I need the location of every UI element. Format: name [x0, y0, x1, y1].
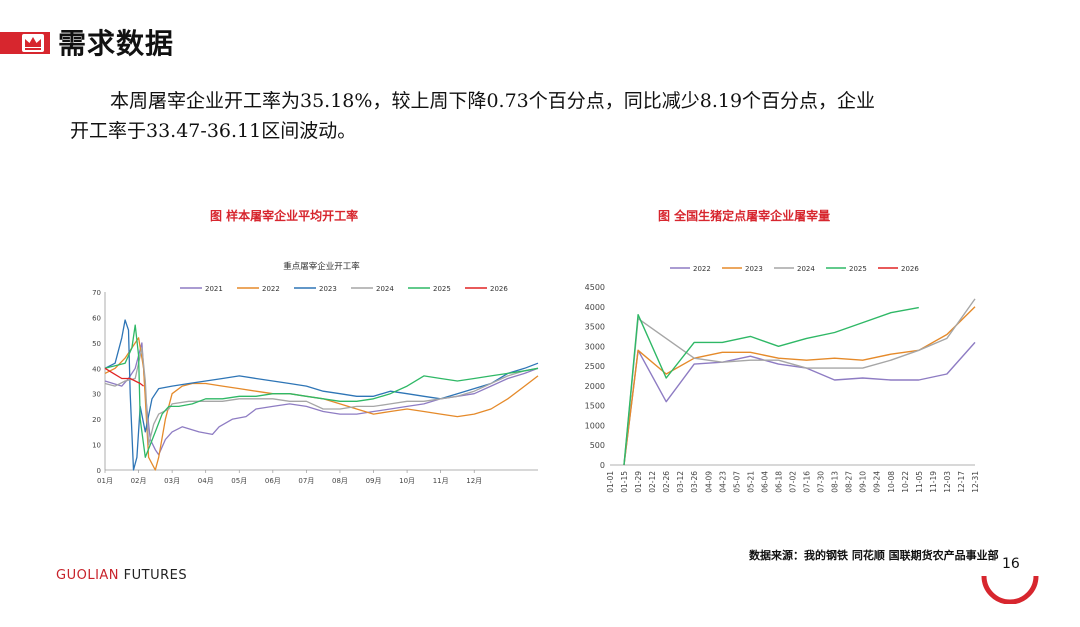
chart1-legend-label-2022: 2022: [262, 285, 280, 293]
chart1-series-2023: [104, 319, 539, 471]
chart1-legend-label-2025: 2025: [433, 285, 451, 293]
summary-line-2: 开工率于33.47-36.11区间波动。: [70, 120, 357, 142]
chart2-x-tick-label: 08-27: [845, 471, 854, 493]
chart2-x-tick-label: 02-26: [662, 471, 671, 493]
chart2-x-tick-label: 03-26: [690, 471, 699, 493]
chart2-y-tick-label: 3000: [585, 342, 605, 351]
chart1-x-tick-label: 08月: [332, 477, 348, 485]
chart1-legend-label-2026: 2026: [490, 285, 508, 293]
chart1-x-tick-label: 03月: [164, 477, 180, 485]
chart2-legend-label-2023: 2023: [745, 265, 763, 273]
chart1-legend-label-2024: 2024: [376, 285, 394, 293]
chart2-x-tick-label: 01-15: [620, 471, 629, 493]
chart1-y-tick-label: 50: [92, 340, 101, 348]
chart1-line-chart: 重点屠宰企业开工率 2021 2022 2023 2024 2025 2026 0 10 20 30…: [92, 261, 539, 485]
chart1-x-tick-label: 05月: [231, 477, 247, 485]
chart1-y-tick-label: 30: [92, 391, 101, 399]
chart2-x-tick-label: 07-02: [789, 471, 798, 493]
chart1-x-tick-label: 10月: [399, 477, 415, 485]
chart2-x-tick-label: 03-12: [676, 471, 685, 493]
chart1-legend-label-2021: 2021: [205, 285, 223, 293]
page-badge-arc-icon: [981, 575, 1039, 604]
chart2-y-tick-label: 2500: [585, 362, 605, 371]
chart2-x-tick-label: 12-03: [943, 471, 952, 493]
brand-name-b: FUTURES: [119, 568, 188, 583]
chart1-y-tick-label: 0: [97, 467, 101, 475]
chart2-x-tick-label: 11-05: [915, 471, 924, 493]
chart2-x-tick-label: 07-30: [817, 471, 826, 493]
chart2-x-tick-label: 11-19: [929, 471, 938, 493]
chart2-x-tick-label: 04-09: [704, 471, 713, 493]
chart1-legend-label-2023: 2023: [319, 285, 337, 293]
chart2-legend-label-2022: 2022: [693, 265, 711, 273]
chart2-x-tick-label: 09-24: [873, 471, 882, 493]
chart2-y-tick-label: 3500: [585, 323, 605, 332]
data-source: 数据来源：我的钢铁 同花顺 国联期货农产品事业部: [749, 549, 999, 562]
chart1-x-tick-label: 04月: [198, 477, 214, 485]
chart1-title: 重点屠宰企业开工率: [283, 261, 360, 272]
chart1-x-tick-label: 11月: [433, 477, 449, 485]
chart2-x-tick-label: 08-13: [831, 471, 840, 493]
chart2-x-tick-label: 06-04: [760, 471, 769, 493]
chart2-x-tick-label: 05-07: [732, 471, 741, 493]
chart1-y-tick-label: 10: [92, 442, 101, 450]
chart2-legend-label-2026: 2026: [901, 265, 919, 273]
chart2-x-tick-label: 05-21: [746, 471, 755, 493]
chart1-y-tick-label: 60: [92, 314, 101, 322]
chart2-y-tick-label: 4500: [585, 283, 605, 292]
chart2-y-tick-label: 4000: [585, 303, 605, 312]
chart2-x-tick-label: 01-29: [634, 471, 643, 493]
chart2-x-tick-label: 10-08: [887, 471, 896, 493]
chart2-series-2023: [623, 306, 976, 466]
chart2-x-tick-label: 06-18: [774, 471, 783, 493]
crown-icon: [22, 34, 44, 52]
chart2-series-2025: [623, 306, 919, 466]
chart1-x-tick-label: 12月: [466, 477, 482, 485]
chart1-x-tick-label: 07月: [298, 477, 314, 485]
chart2-x-tick-label: 02-12: [648, 471, 657, 493]
chart1-series-2025: [104, 324, 539, 458]
chart1-x-tick-label: 02月: [131, 477, 147, 485]
chart1-y-tick-label: 40: [92, 365, 101, 373]
brand-footer: GUOLIAN FUTURES: [56, 568, 187, 583]
chart1-x-tick-label: 01月: [97, 477, 113, 485]
chart1-x-tick-label: 06月: [265, 477, 281, 485]
chart1-series-2024: [104, 347, 539, 446]
chart2-legend-label-2024: 2024: [797, 265, 815, 273]
chart1-series-2026: [104, 367, 144, 387]
chart2-figure-title: 图 全国生猪定点屠宰企业屠宰量: [658, 209, 831, 223]
page-number: 16: [1002, 556, 1020, 572]
chart2-x-tick-label: 12-17: [957, 471, 966, 493]
chart2-series-2022: [623, 341, 976, 466]
chart2-x-tick-label: 07-16: [803, 471, 812, 493]
brand-name-a: GUOLIAN: [56, 568, 120, 583]
chart2-series-2024: [623, 298, 976, 466]
chart2-y-tick-label: 2000: [585, 382, 605, 391]
chart2-x-tick-label: 12-31: [971, 471, 980, 493]
chart1-series-2022: [104, 337, 539, 471]
chart2-x-tick-label: 09-10: [859, 471, 868, 493]
chart2-y-tick-label: 1500: [585, 402, 605, 411]
summary-paragraph: 本周屠宰企业开工率为35.18%，较上周下降0.73个百分点，同比减少8.19个…: [70, 86, 1030, 146]
chart2-line-chart: 2022 2023 2024 2025 2026 0 500 1000 1500 2000 2500…: [585, 265, 980, 493]
chart2-x-tick-label: 04-23: [718, 471, 727, 493]
summary-line-1: 本周屠宰企业开工率为35.18%，较上周下降0.73个百分点，同比减少8.19个…: [110, 90, 876, 112]
chart1-figure-title: 图 样本屠宰企业平均开工率: [210, 209, 359, 223]
chart2-y-tick-label: 500: [590, 441, 605, 450]
chart2-y-tick-label: 0: [600, 461, 605, 470]
page-title: 需求数据: [58, 27, 175, 60]
chart2-legend-label-2025: 2025: [849, 265, 867, 273]
chart1-y-tick-label: 70: [92, 289, 101, 297]
chart2-x-tick-label: 10-22: [901, 471, 910, 493]
chart2-y-tick-label: 1000: [585, 421, 605, 430]
chart1-x-tick-label: 09月: [366, 477, 382, 485]
chart1-y-tick-label: 20: [92, 416, 101, 424]
chart2-x-tick-label: 01-01: [606, 471, 615, 493]
